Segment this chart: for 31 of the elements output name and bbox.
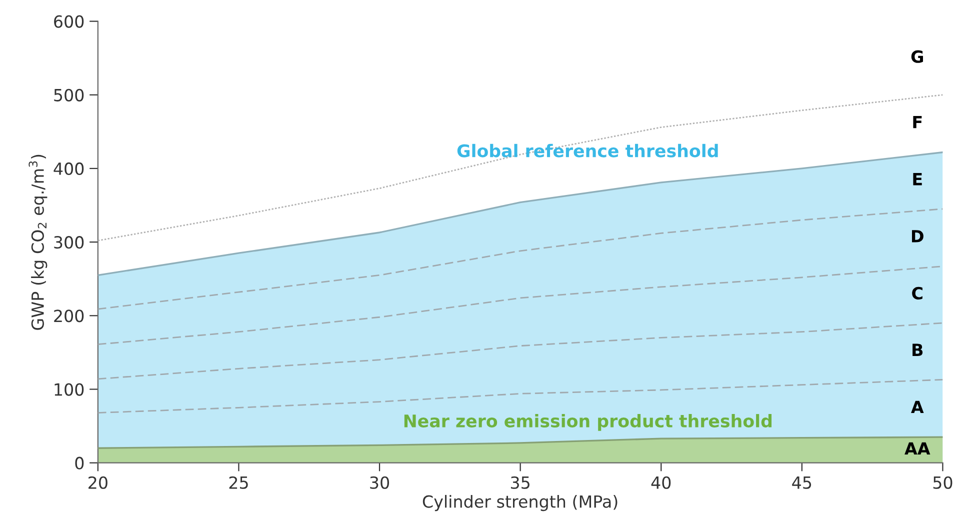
x-tick-label: 35 [510, 476, 530, 489]
y-tick-label: 500 [54, 88, 84, 102]
x-tick-label: 30 [370, 476, 390, 489]
annotation: D [912, 230, 924, 242]
series-label: Global reference threshold [457, 144, 718, 158]
y-axis-title: GWP (kg CO$_{2}$ eq./m$^{3}$) [28, 154, 48, 330]
annotation: B [912, 344, 923, 356]
series-label: Near zero emission product threshold [404, 414, 772, 431]
y-tick-label: 0 [75, 456, 84, 470]
x-tick-label: 50 [933, 476, 952, 489]
line-series [98, 266, 943, 346]
y-tick-label: 600 [54, 15, 84, 28]
annotation: F [913, 116, 922, 128]
x-axis-title: Cylinder strength (MPa) [422, 494, 618, 512]
line-series [98, 208, 943, 310]
line-series [98, 322, 943, 380]
annotation: AA [904, 442, 930, 455]
line-series [98, 378, 943, 414]
x-tick-label: 40 [651, 476, 671, 489]
x-tick-label: 25 [229, 476, 248, 489]
y-tick-label: 200 [54, 310, 84, 322]
x-tick-label: 20 [88, 476, 108, 489]
annotation: C [912, 286, 922, 300]
annotation: E [913, 173, 922, 186]
y-tick-label: 100 [54, 383, 84, 396]
line-series [98, 94, 943, 242]
y-tick-label: 400 [54, 162, 84, 176]
annotation: G [911, 50, 923, 63]
y-tick-label: 300 [54, 236, 84, 249]
annotation: A [911, 400, 924, 413]
x-tick-label: 45 [792, 476, 812, 489]
